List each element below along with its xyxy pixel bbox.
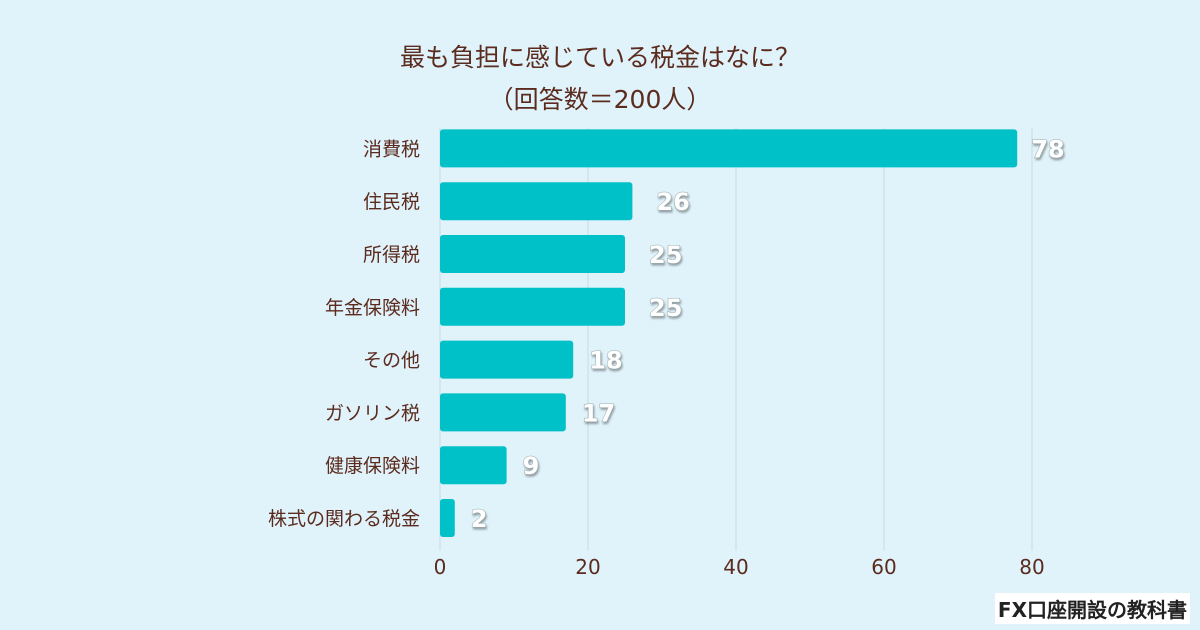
bar [440,287,625,326]
data-label: 2 [471,505,488,533]
category-label: 株式の関わる税金 [268,508,420,530]
category-label: 所得税 [363,244,420,266]
x-tick-label: 60 [871,555,896,579]
x-tick-label: 40 [723,555,748,579]
bar [440,235,625,273]
category-label: 消費税 [363,138,420,160]
chart-title: 最も負担に感じている税金はなに？ [399,43,800,72]
bar [440,129,1018,168]
bar [440,340,574,379]
category-label: 年金保険料 [325,297,420,319]
chart-subtitle: （回答数＝200人） [488,85,712,114]
data-label: 18 [589,347,622,375]
bar [440,499,455,537]
bar [440,182,633,221]
data-label: 78 [1031,135,1064,163]
data-label: 26 [656,188,689,216]
credit-logo: FX口座開設の教科書 [994,593,1190,624]
x-tick-label: 80 [1019,555,1044,579]
category-label: 住民税 [363,191,420,213]
bar [440,393,566,432]
category-label: その他 [363,350,420,372]
data-label: 9 [523,452,540,480]
bar [440,446,507,485]
category-label: 健康保険料 [325,455,420,477]
data-label: 17 [582,399,615,427]
data-label: 25 [649,294,682,322]
x-tick-label: 20 [575,555,600,579]
category-label: ガソリン税 [325,402,420,424]
data-label: 25 [649,241,682,269]
x-tick-label: 0 [434,555,447,579]
